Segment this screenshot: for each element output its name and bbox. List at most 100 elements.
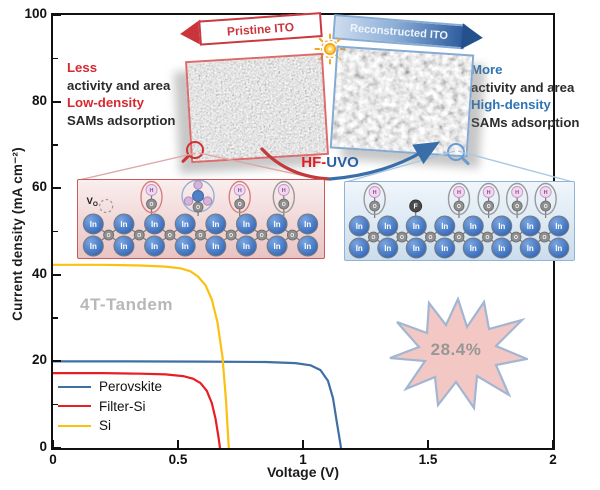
svg-text:In: In bbox=[243, 220, 250, 229]
legend-line bbox=[58, 405, 91, 408]
svg-text:In: In bbox=[498, 244, 505, 253]
svg-text:In: In bbox=[413, 244, 420, 253]
svg-text:In: In bbox=[90, 220, 97, 229]
svg-text:O: O bbox=[400, 235, 404, 241]
svg-text:In: In bbox=[441, 244, 448, 253]
magnifier-icon-red bbox=[180, 141, 204, 164]
y-minor-tickmark bbox=[53, 317, 58, 319]
sams-adsorption-label: SAMs adsorption bbox=[67, 112, 176, 128]
svg-text:O: O bbox=[168, 233, 172, 239]
svg-text:In: In bbox=[527, 222, 534, 231]
svg-text:In: In bbox=[151, 242, 158, 251]
svg-text:H: H bbox=[487, 190, 491, 196]
x-tickmark bbox=[302, 440, 304, 448]
svg-text:O: O bbox=[229, 233, 233, 239]
x-tickmark bbox=[52, 440, 54, 448]
y-minor-tickmark bbox=[53, 144, 58, 146]
x-tickmark bbox=[177, 440, 179, 448]
x-tick-0.5: 0.5 bbox=[168, 452, 188, 467]
svg-text:In: In bbox=[182, 242, 189, 251]
magnifier-icon-blue bbox=[447, 143, 471, 166]
svg-text:In: In bbox=[356, 244, 363, 253]
svg-text:O: O bbox=[429, 235, 433, 241]
svg-text:In: In bbox=[243, 242, 250, 251]
svg-text:O: O bbox=[457, 235, 461, 241]
svg-text:O: O bbox=[282, 202, 286, 208]
y-tickmark bbox=[53, 100, 61, 103]
curve-perovskite bbox=[53, 360, 343, 448]
svg-text:H: H bbox=[282, 188, 286, 194]
more-label: More bbox=[471, 62, 503, 77]
y-tick-100: 100 bbox=[24, 6, 47, 21]
legend-label: Perovskite bbox=[99, 379, 163, 395]
svg-text:In: In bbox=[120, 242, 127, 251]
lat-right-svg: O H F O H O H O H O H O O O O O O O In In In In In In In In In In In… bbox=[348, 182, 570, 259]
svg-text:O: O bbox=[543, 235, 547, 241]
svg-text:In: In bbox=[90, 242, 97, 251]
svg-text:O: O bbox=[457, 204, 461, 210]
tandem-label: 4T-Tandem bbox=[80, 295, 173, 314]
legend-label: Si bbox=[99, 418, 112, 434]
svg-text:O: O bbox=[199, 233, 203, 239]
low-density-label: Low-density bbox=[67, 95, 144, 110]
lattice-diagram-reconstructed: O H F O H O H O H O H O O O O O O O In In In In In In In In In In In… bbox=[344, 181, 575, 261]
pristine-description: Less activity and area Low-density SAMs … bbox=[67, 59, 193, 129]
activity-area-label: activity and area bbox=[67, 77, 171, 93]
svg-text:H: H bbox=[150, 188, 154, 194]
svg-text:F: F bbox=[414, 204, 419, 211]
x-tick-2: 2 bbox=[549, 452, 557, 467]
uvo-text: UVO bbox=[326, 154, 359, 171]
svg-text:O: O bbox=[373, 204, 377, 210]
y-minor-tickmark bbox=[53, 57, 58, 60]
svg-text:In: In bbox=[212, 220, 219, 229]
svg-text:In: In bbox=[527, 244, 534, 253]
efficiency-starburst: 28.4% bbox=[388, 295, 531, 412]
x-tick-1: 1 bbox=[299, 452, 307, 467]
sem-image-pristine bbox=[185, 52, 329, 164]
svg-text:O: O bbox=[260, 233, 264, 239]
y-axis-title: Current density (mA cm⁻²) bbox=[10, 147, 25, 321]
svg-text:H: H bbox=[373, 190, 377, 196]
svg-text:O: O bbox=[107, 233, 111, 239]
svg-text:O: O bbox=[196, 205, 200, 211]
lat-left-svg: VO O H O O H O H O O O O O O O In In In In In In In In In In In In… bbox=[82, 179, 319, 257]
less-label: Less bbox=[67, 60, 98, 75]
chart-legend: Perovskite Filter-Si Si bbox=[58, 377, 162, 436]
svg-text:O: O bbox=[150, 202, 154, 208]
lattice-diagram-pristine: VO O H O O H O H O O O O O O O In In In In In In In In In In In In… bbox=[77, 179, 325, 259]
x-tickmark bbox=[552, 440, 554, 448]
activity-area-label: activity and area bbox=[471, 79, 575, 95]
svg-text:In: In bbox=[304, 220, 311, 229]
svg-text:In: In bbox=[384, 222, 391, 231]
sem-image-reconstructed bbox=[329, 45, 475, 158]
y-minor-tickmark bbox=[53, 230, 58, 233]
y-tick-0: 0 bbox=[39, 439, 47, 454]
svg-text:H: H bbox=[457, 190, 461, 196]
svg-text:In: In bbox=[356, 222, 363, 231]
curve-filter-si bbox=[53, 372, 222, 448]
starburst-shape bbox=[389, 295, 531, 412]
svg-text:O: O bbox=[514, 235, 518, 241]
svg-text:In: In bbox=[470, 244, 477, 253]
legend-line bbox=[58, 385, 91, 388]
svg-text:In: In bbox=[384, 244, 391, 253]
x-tickmark bbox=[427, 440, 429, 448]
svg-text:In: In bbox=[182, 220, 189, 229]
high-density-label: High-density bbox=[471, 97, 551, 112]
svg-text:VO: VO bbox=[86, 196, 97, 208]
svg-text:O: O bbox=[487, 204, 491, 210]
y-tick-40: 40 bbox=[31, 265, 47, 281]
svg-text:In: In bbox=[151, 220, 158, 229]
y-tickmark bbox=[53, 187, 61, 190]
legend-item-si: Si bbox=[58, 416, 162, 436]
svg-text:In: In bbox=[120, 220, 127, 229]
svg-text:O: O bbox=[372, 235, 376, 241]
legend-line bbox=[58, 424, 91, 427]
svg-text:H: H bbox=[238, 188, 242, 194]
hf-text: HF- bbox=[301, 154, 327, 171]
x-axis-title: Voltage (V) bbox=[266, 464, 340, 480]
y-tickmark bbox=[53, 14, 61, 16]
svg-text:In: In bbox=[498, 222, 505, 231]
curve-si bbox=[53, 263, 230, 448]
